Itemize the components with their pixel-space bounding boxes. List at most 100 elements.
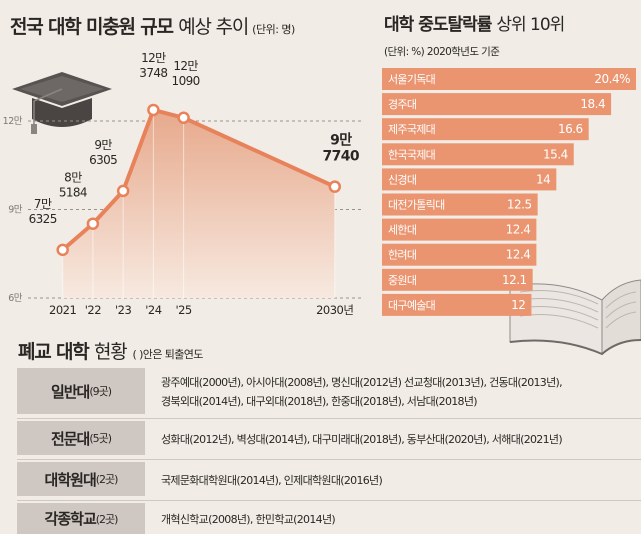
bar-chart-title: 대학 중도탈락률 상위 10위	[384, 10, 565, 35]
data-point	[177, 111, 190, 125]
x-tick-label: '22	[85, 303, 101, 317]
data-label-line: 1090	[172, 74, 200, 88]
bar-value-label: 12.4	[506, 223, 531, 237]
line-chart-title: 전국 대학 미충원 규모 예상 추이 (단위: 명)	[10, 12, 295, 39]
closed-universities-title: 폐교 대학 현황 ( )안은 퇴출연도	[18, 337, 203, 364]
category-cell: 각종학교 (2곳)	[17, 503, 145, 534]
items-line: 국제문화대학원대(2014년), 인제대학원대(2016년)	[161, 473, 383, 487]
data-point	[116, 184, 130, 198]
data-label: 12만 3748	[139, 51, 167, 80]
row-divider	[17, 500, 641, 501]
x-tick-label: 2030년	[316, 303, 353, 317]
data-point	[56, 243, 69, 257]
data-label: 8만 5184	[59, 171, 87, 200]
data-label-line: 9만	[330, 133, 352, 149]
category-count: (2곳)	[95, 473, 119, 486]
bar-category-label: 신경대	[388, 173, 416, 186]
bar-group: 대전가톨릭대 12.5	[382, 193, 538, 216]
x-tick-label: '23	[115, 303, 131, 317]
category-cell: 전문대 (5곳)	[17, 421, 145, 455]
data-label: 12만 1090	[172, 59, 200, 88]
data-label-line: 8만	[64, 171, 82, 185]
items-line: 광주예대(2000년), 아시아대(2008년), 명신대(2012년) 선교청…	[161, 376, 563, 389]
category-cell: 일반대 (9곳)	[17, 368, 145, 414]
bar-category-label: 중원대	[388, 274, 416, 287]
category-count: (9곳)	[89, 385, 112, 398]
bar-value-label: 12.1	[502, 273, 527, 287]
data-point	[86, 217, 100, 230]
bar-category-label: 대전가톨릭대	[388, 199, 445, 212]
graduation-cap-icon	[12, 72, 112, 134]
y-tick-label: 12만	[3, 116, 23, 127]
bar-group: 서울기독대 20.4%	[382, 68, 636, 90]
data-label-line: 12만	[173, 59, 198, 73]
bar-value-label: 18.4	[580, 97, 605, 111]
title-bold: 전국 대학 미충원 규모	[10, 16, 174, 38]
data-label-line: 12만	[141, 51, 166, 65]
bar-chart-subtitle: (단위: %) 2020학년도 기준	[384, 46, 500, 58]
data-label-line: 7만	[34, 197, 52, 211]
bar-group: 세한대 12.4	[382, 218, 537, 241]
data-label: 9만 6305	[89, 138, 117, 167]
bar-value-label: 12.4	[506, 248, 531, 262]
bar-value-label: 15.4	[543, 147, 568, 161]
bar	[382, 143, 574, 166]
bar-category-label: 세한대	[388, 224, 416, 237]
y-tick-label: 9만	[8, 205, 23, 216]
bar-group: 중원대 12.1	[382, 268, 533, 291]
bar-value-label: 16.6	[558, 122, 583, 136]
category-count: (5곳)	[89, 432, 112, 445]
table-row: 각종학교 (2곳) 개혁신학교(2008년), 한민학교(2014년)	[17, 503, 641, 534]
series-line	[61, 107, 336, 252]
bar-value-label: 12.5	[507, 198, 532, 212]
bar	[382, 68, 636, 90]
bar-group: 대구예술대 12	[382, 293, 532, 316]
bar	[382, 293, 532, 316]
category-label: 일반대	[50, 382, 90, 401]
row-divider	[17, 459, 641, 460]
bar-group: 경주대 18.4	[382, 93, 612, 116]
category-label: 전문대	[50, 429, 90, 448]
title-normal: 상위 10위	[496, 15, 565, 35]
bar-group: 한국국제대 15.4	[382, 143, 574, 166]
table-row: 일반대 (9곳) 광주예대(2000년), 아시아대(2008년), 명신대(20…	[17, 368, 641, 414]
category-cell: 대학원대 (2곳)	[17, 462, 145, 496]
bar	[382, 93, 612, 116]
y-tick-label: 6만	[8, 293, 23, 304]
data-label: 7만 6325	[29, 197, 57, 226]
x-tick-label: '24	[145, 303, 161, 317]
bar-chart: 서울기독대 20.4% 경주대 18.4 제주국제대 16.6 한국국제대 15.4 신경대 14…	[382, 68, 641, 356]
title-normal: 현황	[93, 341, 128, 363]
items-cell: 국제문화대학원대(2014년), 인제대학원대(2016년)	[145, 462, 641, 496]
items-line: 성화대(2012년), 벽성대(2014년), 대구미래대(2018년), 동부…	[161, 432, 563, 446]
bar-value-label: 14	[536, 172, 550, 186]
category-count: (2곳)	[95, 512, 119, 526]
data-point	[147, 103, 160, 117]
data-point	[328, 180, 342, 193]
open-book-icon	[509, 279, 641, 356]
data-label-line: 5184	[59, 186, 87, 200]
x-tick-label: 2021	[49, 303, 76, 317]
bar-category-label: 한려대	[388, 249, 416, 262]
data-label: 9만 7740	[322, 133, 359, 165]
data-label-line: 3748	[139, 66, 167, 80]
bar-value-label: 20.4%	[594, 72, 630, 86]
category-label: 각종학교	[44, 510, 97, 528]
category-label: 대학원대	[44, 470, 97, 489]
bar	[382, 193, 538, 216]
items-cell: 개혁신학교(2008년), 한민학교(2014년)	[145, 503, 641, 534]
items-line: 개혁신학교(2008년), 한민학교(2014년)	[161, 513, 336, 526]
table-row: 대학원대 (2곳) 국제문화대학원대(2014년), 인제대학원대(2016년)	[17, 462, 641, 496]
x-tick-label: '25	[175, 303, 191, 317]
title-bold: 대학 중도탈락률	[384, 15, 492, 35]
bar-category-label: 제주국제대	[388, 123, 435, 136]
title-normal: 예상 추이	[178, 16, 249, 38]
bar-group: 제주국제대 16.6	[382, 118, 589, 141]
bar	[382, 118, 589, 141]
bar	[382, 243, 537, 266]
bar-value-label: 12	[511, 298, 525, 312]
bar-category-label: 경주대	[388, 98, 416, 111]
bar	[382, 168, 557, 191]
data-label-line: 7740	[322, 149, 359, 165]
